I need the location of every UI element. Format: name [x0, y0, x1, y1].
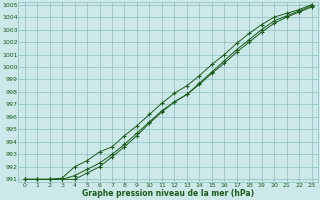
X-axis label: Graphe pression niveau de la mer (hPa): Graphe pression niveau de la mer (hPa)	[82, 189, 254, 198]
